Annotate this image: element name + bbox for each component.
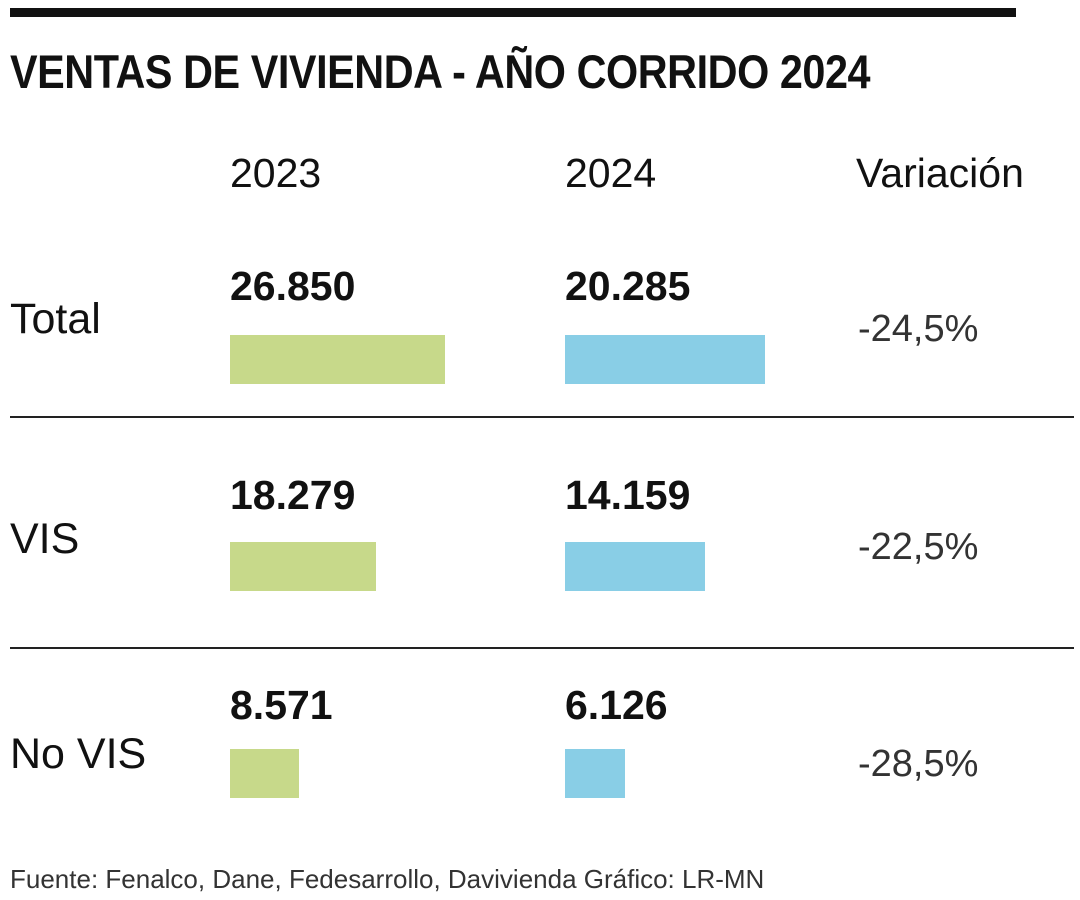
row-divider — [10, 416, 1074, 418]
row-label: No VIS — [10, 730, 147, 778]
column-header-variation: Variación — [856, 150, 1024, 196]
variation-label: -28,5% — [858, 743, 979, 785]
data-label: 14.159 — [565, 472, 691, 518]
source-note: Fuente: Fenalco, Dane, Fedesarrollo, Dav… — [10, 864, 765, 894]
bar-2023-no-vis — [230, 749, 299, 798]
bar-2024-total — [565, 335, 765, 384]
bar-2024-vis — [565, 542, 705, 591]
data-label: 20.285 — [565, 263, 691, 309]
data-label: 26.850 — [230, 263, 356, 309]
chart-title: VENTAS DE VIVIENDA - AÑO CORRIDO 2024 — [10, 45, 871, 98]
bar-2023-total — [230, 335, 445, 384]
data-label: 8.571 — [230, 682, 333, 728]
variation-label: -24,5% — [858, 308, 979, 350]
bar-2024-no-vis — [565, 749, 626, 798]
row-label: Total — [10, 295, 101, 343]
top-rule — [10, 8, 1016, 17]
bar-2023-vis — [230, 542, 377, 591]
row-divider — [10, 647, 1074, 649]
column-header-2023: 2023 — [230, 150, 322, 196]
column-header-2024: 2024 — [565, 150, 657, 196]
data-label: 6.126 — [565, 682, 668, 728]
data-label: 18.279 — [230, 472, 356, 518]
row-label: VIS — [10, 515, 80, 563]
variation-label: -22,5% — [858, 526, 979, 568]
